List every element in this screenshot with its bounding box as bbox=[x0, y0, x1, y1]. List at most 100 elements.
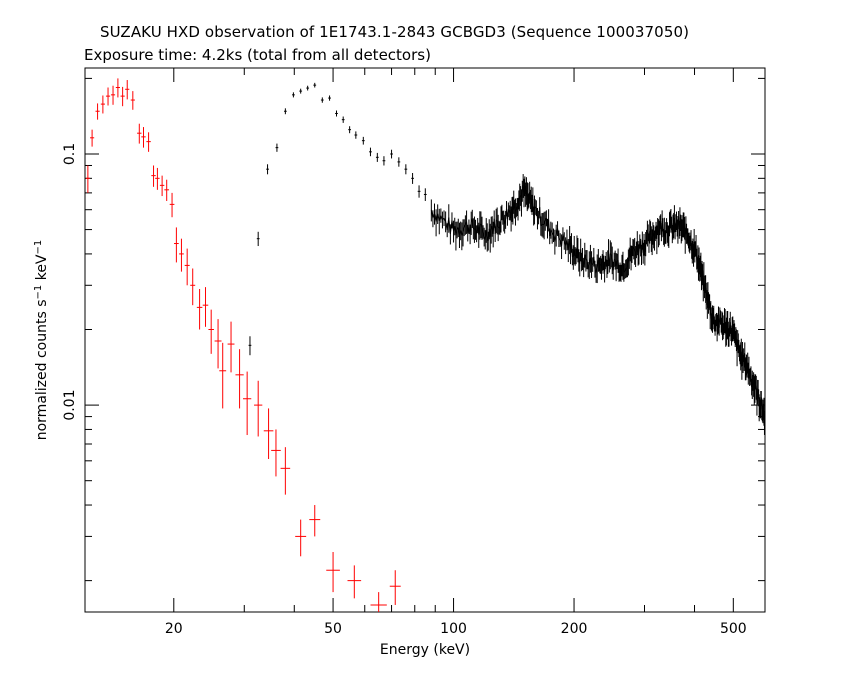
data-step bbox=[657, 226, 659, 233]
data-step bbox=[480, 223, 483, 228]
data-step bbox=[455, 229, 458, 236]
data-step bbox=[575, 246, 578, 257]
data-step bbox=[534, 206, 537, 209]
data-step bbox=[700, 272, 703, 276]
data-step bbox=[549, 229, 552, 237]
data-step bbox=[481, 227, 484, 232]
data-step bbox=[462, 227, 465, 233]
data-step bbox=[744, 354, 746, 371]
data-step bbox=[731, 328, 733, 337]
data-step bbox=[504, 219, 507, 224]
data-step bbox=[699, 267, 701, 270]
y-tick-label: 0.1 bbox=[62, 143, 78, 165]
data-step bbox=[725, 330, 727, 334]
data-step bbox=[461, 231, 464, 236]
data-step bbox=[573, 249, 576, 257]
data-step bbox=[674, 222, 677, 232]
data-step bbox=[473, 227, 475, 230]
x-axis-label: Energy (keV) bbox=[380, 642, 470, 658]
data-step bbox=[728, 326, 731, 338]
data-step bbox=[688, 242, 691, 244]
data-step bbox=[644, 243, 647, 252]
data-step bbox=[471, 218, 474, 229]
data-step bbox=[666, 225, 668, 233]
data-step bbox=[580, 249, 583, 262]
x-tick-label: 20 bbox=[165, 621, 183, 637]
data-step bbox=[653, 233, 656, 241]
data-step bbox=[735, 335, 737, 340]
data-step bbox=[694, 248, 696, 252]
data-step bbox=[661, 222, 664, 225]
data-step bbox=[635, 249, 637, 257]
data-step bbox=[554, 234, 557, 242]
x-tick-label: 200 bbox=[561, 621, 588, 637]
data-step bbox=[727, 324, 729, 334]
data-step bbox=[753, 387, 756, 390]
y-axis-label: normalized counts s−1 keV−1 bbox=[33, 240, 51, 441]
data-step bbox=[669, 218, 672, 221]
data-step bbox=[739, 352, 741, 355]
data-step bbox=[440, 215, 443, 220]
data-step bbox=[595, 267, 598, 274]
data-step bbox=[506, 209, 509, 220]
data-step bbox=[725, 324, 728, 331]
data-step bbox=[623, 270, 626, 273]
data-step bbox=[636, 242, 639, 253]
data-step bbox=[589, 257, 593, 264]
data-step bbox=[608, 253, 611, 266]
data-step bbox=[632, 246, 635, 250]
data-step bbox=[733, 330, 736, 333]
data-step bbox=[602, 261, 605, 263]
data-step bbox=[738, 348, 741, 354]
data-step bbox=[750, 373, 753, 387]
data-step bbox=[550, 229, 553, 233]
data-step bbox=[502, 217, 505, 221]
data-step bbox=[587, 264, 590, 270]
data-step bbox=[686, 235, 689, 237]
data-step bbox=[518, 196, 521, 200]
data-step bbox=[501, 212, 504, 218]
data-step bbox=[711, 318, 713, 323]
data-step bbox=[716, 324, 719, 327]
data-step bbox=[686, 233, 688, 236]
data-step bbox=[664, 232, 667, 237]
data-step bbox=[525, 190, 528, 196]
data-step bbox=[454, 226, 457, 236]
data-step bbox=[529, 192, 531, 200]
data-step bbox=[704, 283, 707, 289]
data-step bbox=[499, 218, 502, 229]
data-step bbox=[729, 322, 732, 334]
data-step bbox=[540, 223, 543, 226]
data-step bbox=[757, 388, 760, 398]
data-step bbox=[449, 220, 453, 234]
y-tick-label: 0.01 bbox=[62, 390, 78, 421]
data-step bbox=[515, 209, 517, 212]
data-step bbox=[485, 229, 488, 237]
data-marks bbox=[85, 78, 765, 612]
data-step bbox=[690, 237, 693, 251]
data-step bbox=[443, 217, 447, 222]
data-step bbox=[583, 254, 586, 268]
data-step bbox=[561, 233, 564, 247]
data-step bbox=[577, 249, 580, 260]
data-step bbox=[724, 320, 727, 334]
data-step bbox=[698, 260, 701, 270]
data-step bbox=[597, 259, 600, 265]
data-step bbox=[630, 253, 633, 258]
data-step bbox=[639, 241, 642, 248]
data-step bbox=[496, 220, 499, 228]
data-step bbox=[669, 219, 671, 224]
data-step bbox=[652, 232, 655, 237]
x-tick-label: 100 bbox=[440, 621, 467, 637]
data-step bbox=[672, 224, 675, 227]
data-step bbox=[648, 230, 651, 243]
data-step bbox=[622, 264, 625, 273]
data-step bbox=[721, 322, 724, 326]
data-step bbox=[617, 259, 620, 274]
data-step bbox=[562, 233, 565, 241]
data-step bbox=[570, 242, 573, 257]
data-step bbox=[489, 229, 492, 238]
data-step bbox=[430, 209, 434, 219]
data-step bbox=[451, 220, 455, 232]
data-step bbox=[749, 376, 751, 378]
